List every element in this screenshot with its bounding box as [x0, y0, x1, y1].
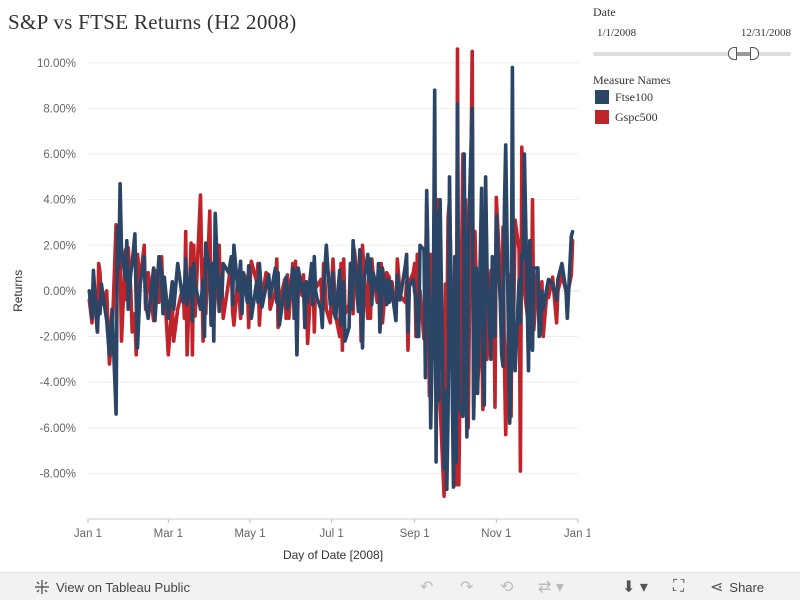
x-tick-label: Jul 1 [320, 528, 344, 540]
date-range-end: 12/31/2008 [740, 27, 791, 39]
tableau-toolbar: View on Tableau Public ↶ ↷ ⟲ ⇄ ▾ ⬇ ▾ ⛶ ⋖… [0, 572, 800, 600]
view-on-tableau-button[interactable]: View on Tableau Public [34, 573, 190, 601]
y-axis-title: Returns [11, 270, 25, 312]
date-slider-selection[interactable] [732, 52, 756, 56]
share-button[interactable]: ⋖ Share [710, 573, 764, 601]
fullscreen-button[interactable]: ⛶ [673, 573, 684, 601]
redo-button[interactable]: ↷ [460, 573, 473, 601]
x-tick-label: May 1 [234, 528, 265, 540]
chart-title: S&P vs FTSE Returns (H2 2008) [8, 10, 297, 34]
y-tick-label: 6.00% [43, 149, 76, 161]
series-line-ftse100[interactable] [87, 65, 575, 492]
legend-swatch-gspc500 [595, 110, 609, 124]
download-icon: ⬇ ▾ [622, 579, 648, 596]
redo-icon: ↷ [460, 579, 474, 596]
x-axis-title: Day of Date [2008] [283, 548, 383, 562]
view-on-tableau-label: View on Tableau Public [56, 579, 190, 595]
revert-icon: ⟲ [500, 579, 514, 596]
legend-swatch-ftse100 [595, 90, 609, 104]
y-tick-label: 8.00% [43, 103, 76, 115]
y-tick-label: -6.00% [40, 423, 76, 435]
undo-icon: ↶ [420, 579, 434, 596]
undo-button[interactable]: ↶ [420, 573, 433, 601]
y-tick-label: 0.00% [43, 286, 76, 298]
download-button[interactable]: ⬇ ▾ [622, 573, 648, 601]
series-layer [87, 47, 575, 498]
line-chart: 10.00% 8.00% 6.00% 4.00% 2.00% 0.00% -2.00% -4.… [11, 47, 590, 562]
y-tick-label: 10.00% [37, 58, 76, 70]
date-slider-end-handle[interactable] [750, 47, 759, 60]
date-range-start: 1/1/2008 [597, 27, 637, 39]
x-tick-label: Nov 1 [481, 528, 511, 540]
x-tick-label: Sep 1 [400, 528, 430, 540]
x-tick-label: Jan 1 [564, 528, 590, 540]
x-tick-label: Jan 1 [74, 528, 102, 540]
y-axis-ticks: 10.00% 8.00% 6.00% 4.00% 2.00% 0.00% -2.00% -4.… [37, 58, 76, 481]
y-tick-label: -8.00% [40, 468, 76, 480]
y-tick-label: -2.00% [40, 332, 76, 344]
share-icon: ⋖ [710, 579, 724, 596]
x-tick-label: Mar 1 [154, 528, 183, 540]
refresh-icon: ⇄ ▾ [538, 579, 564, 596]
revert-button[interactable]: ⟲ [500, 573, 513, 601]
y-tick-label: 2.00% [43, 240, 76, 252]
legend-label-gspc500: Gspc500 [615, 110, 658, 124]
date-slider-track[interactable] [593, 52, 791, 56]
date-slider-start-handle[interactable] [728, 47, 737, 60]
y-tick-label: -4.00% [40, 377, 76, 389]
share-label: Share [729, 579, 765, 595]
x-axis-ticks: Jan 1 Mar 1 May 1 Jul 1 Sep 1 Nov 1 Jan 1 [74, 519, 590, 540]
legend-title: Measure Names [593, 73, 671, 87]
y-tick-label: 4.00% [43, 195, 76, 207]
refresh-button[interactable]: ⇄ ▾ [538, 573, 564, 601]
legend-label-ftse100: Ftse100 [615, 90, 654, 104]
tableau-logo-icon [35, 580, 49, 594]
fullscreen-icon: ⛶ [673, 578, 685, 595]
date-filter-title: Date [593, 5, 616, 19]
